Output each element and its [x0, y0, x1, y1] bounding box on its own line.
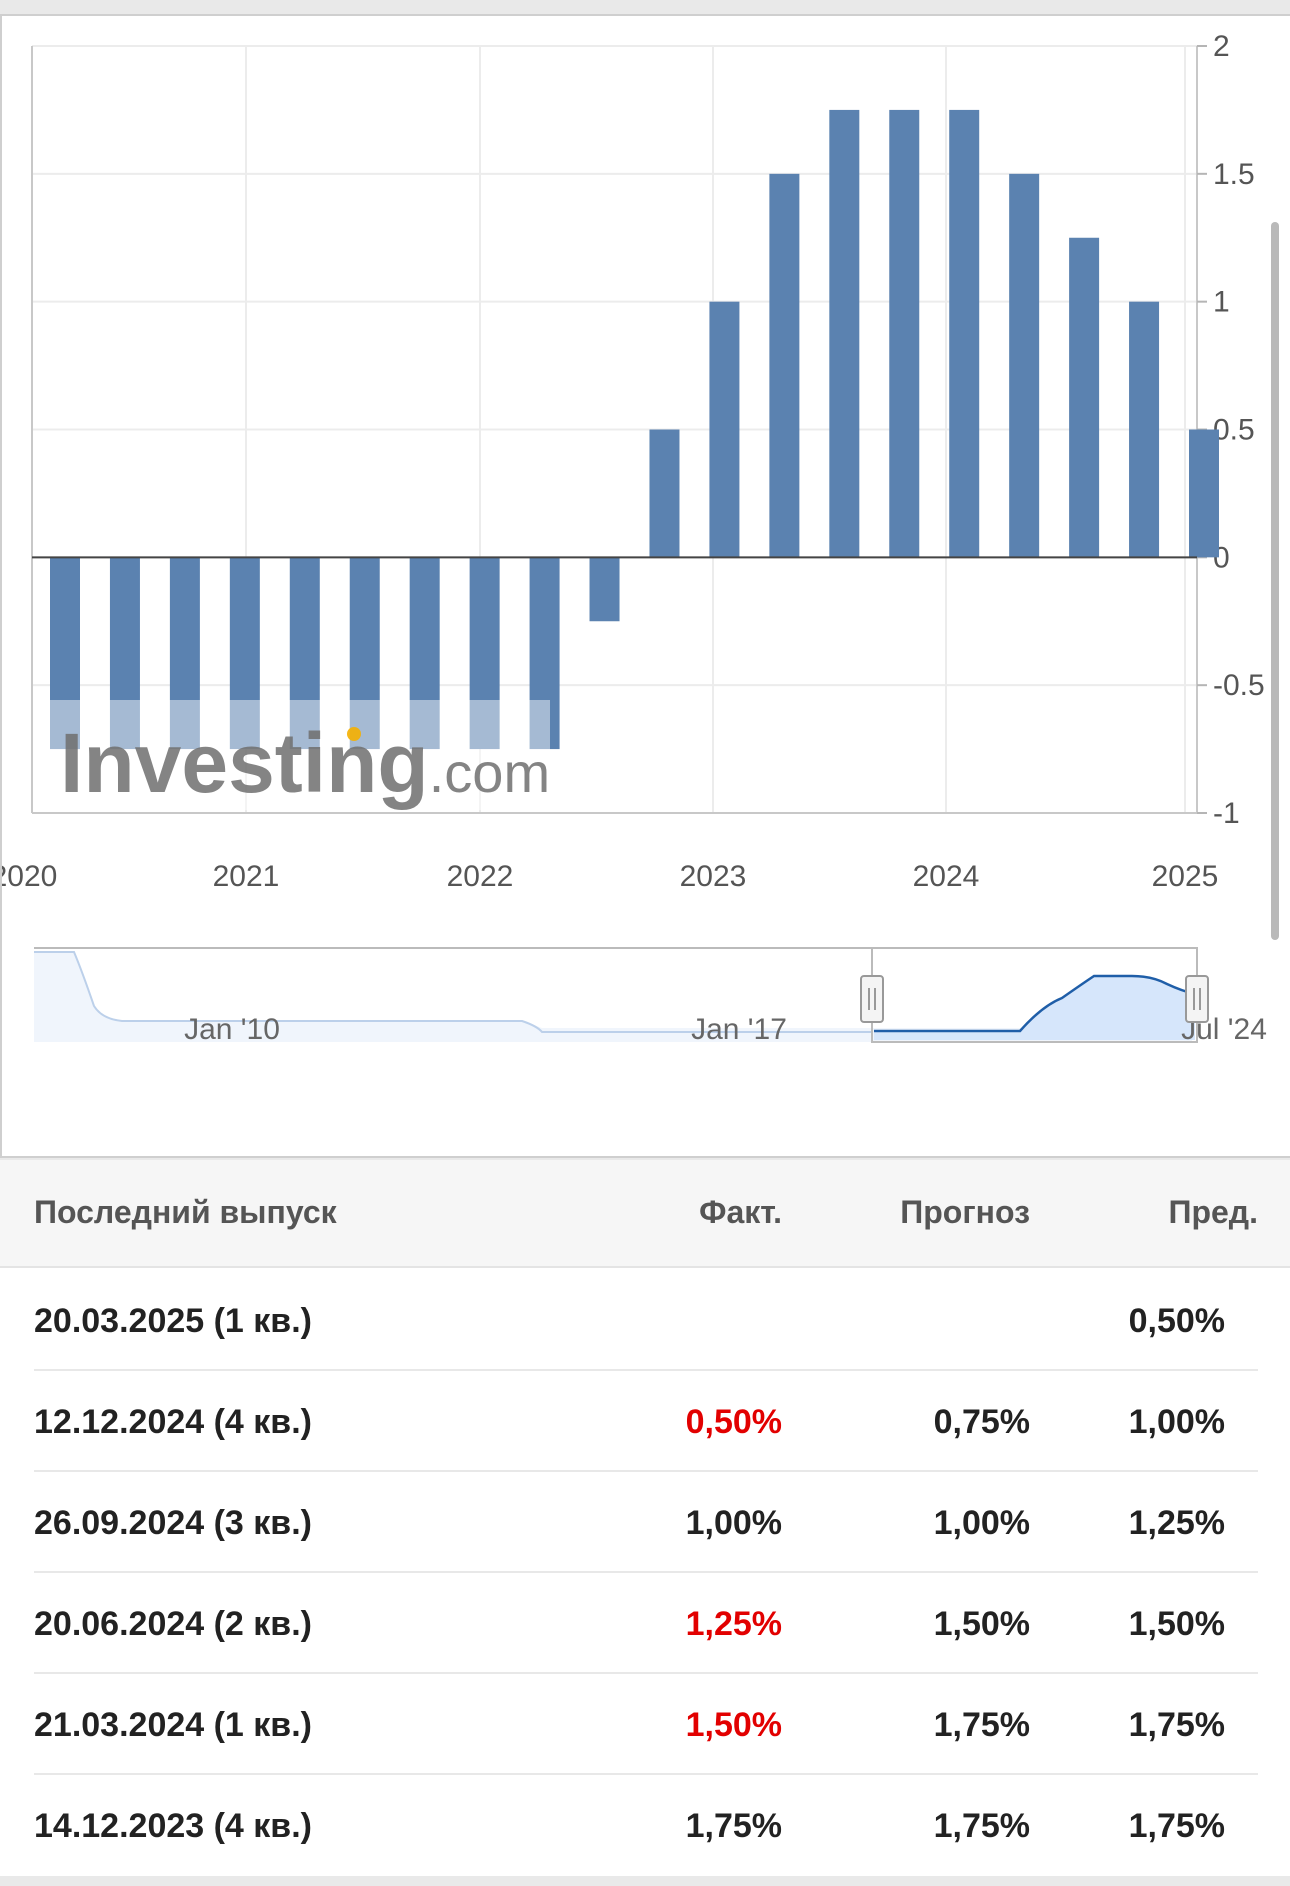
bar [1009, 173, 1040, 558]
table-row: 26.09.2024 (3 кв.) 1,00% 1,00% 1,25% [0, 1472, 1290, 1573]
navigator-handle[interactable] [860, 975, 884, 1023]
release-date: 12.12.2024 (4 кв.) [34, 1403, 312, 1441]
table-row: 20.03.2025 (1 кв.) 0,50% [0, 1270, 1290, 1371]
header-forecast: Прогноз [900, 1194, 1030, 1230]
chart-card: 21.510.50-0.5-1Investing.com202020212022… [0, 14, 1290, 1158]
bar [1189, 429, 1219, 558]
bar [889, 109, 920, 558]
actual-value: 1,25% [685, 1605, 782, 1643]
bar [169, 557, 200, 750]
x-tick-label: 2024 [913, 860, 980, 893]
release-date: 14.12.2023 (4 кв.) [34, 1807, 312, 1845]
bar [529, 557, 560, 750]
actual-value: 1,00% [685, 1504, 782, 1542]
main-chart: 21.510.50-0.5-1Investing.com202020212022… [2, 30, 1265, 893]
previous-value: 1,75% [1128, 1807, 1225, 1845]
previous-value: 1,00% [1128, 1403, 1225, 1441]
y-tick-label: 1 [1213, 286, 1230, 319]
forecast-value: 1,75% [933, 1706, 1030, 1744]
table-row: 12.12.2024 (4 кв.) 0,50% 0,75% 1,00% [0, 1371, 1290, 1472]
y-tick-label: 2 [1213, 30, 1230, 63]
bar [589, 557, 620, 622]
x-tick-label: 2025 [1152, 860, 1219, 893]
actual-value: 1,75% [685, 1807, 782, 1845]
row-divider [34, 1571, 1258, 1573]
previous-value: 1,50% [1128, 1605, 1225, 1643]
actual-value: 0,50% [685, 1403, 782, 1441]
forecast-value: 1,50% [933, 1605, 1030, 1643]
forecast-value: 1,00% [933, 1504, 1030, 1542]
y-tick-label: -1 [1213, 797, 1240, 830]
row-divider [34, 1369, 1258, 1371]
bar [829, 109, 860, 558]
bar [349, 557, 380, 750]
release-date: 20.03.2025 (1 кв.) [34, 1302, 312, 1340]
bar [949, 109, 980, 558]
header-previous: Пред. [1168, 1194, 1258, 1230]
forecast-value: 0,75% [933, 1403, 1030, 1441]
bar [1069, 237, 1100, 558]
navigator-label: Jan '17 [691, 1013, 787, 1046]
bar [50, 557, 80, 750]
release-date: 20.06.2024 (2 кв.) [34, 1605, 312, 1643]
row-divider [34, 1773, 1258, 1775]
navigator-label: Jan '10 [184, 1013, 280, 1046]
row-divider [34, 1470, 1258, 1472]
previous-value: 1,75% [1128, 1706, 1225, 1744]
navigator-area-selected [874, 976, 1195, 1040]
bar [769, 173, 800, 558]
bar [229, 557, 260, 750]
row-divider [34, 1672, 1258, 1674]
header-release: Последний выпуск [34, 1194, 337, 1230]
table-row: 14.12.2023 (4 кв.) 1,75% 1,75% 1,75% [0, 1775, 1290, 1876]
bar [469, 557, 500, 750]
bar [649, 429, 680, 558]
previous-value: 0,50% [1128, 1302, 1225, 1340]
page-scrollbar[interactable] [1271, 222, 1279, 940]
bar [109, 557, 140, 750]
x-tick-label: 2021 [213, 860, 280, 893]
x-tick-label: 2022 [447, 860, 514, 893]
watermark-veil [50, 700, 550, 810]
bar [709, 301, 740, 558]
table-header: Последний выпуск Факт. Прогноз Пред. [0, 1160, 1290, 1268]
y-tick-label: 1.5 [1213, 158, 1255, 191]
header-actual: Факт. [699, 1194, 782, 1230]
y-tick-label: 0.5 [1213, 414, 1255, 447]
bar [289, 557, 320, 750]
navigator-line-selected [874, 974, 1196, 1033]
watermark-dot [347, 727, 361, 741]
x-tick-label: 2023 [680, 860, 747, 893]
table-row: 21.03.2024 (1 кв.) 1,50% 1,75% 1,75% [0, 1674, 1290, 1775]
navigator-line-full [34, 951, 872, 1033]
release-table: Последний выпуск Факт. Прогноз Пред. 20.… [0, 1160, 1290, 1876]
actual-value: 1,50% [685, 1706, 782, 1744]
table-row: 20.06.2024 (2 кв.) 1,25% 1,50% 1,50% [0, 1573, 1290, 1674]
release-date: 26.09.2024 (3 кв.) [34, 1504, 312, 1542]
navigator-chart[interactable]: Jan '10 Jan '17 Jul '24 [2, 16, 1290, 1160]
navigator-handle[interactable] [1185, 975, 1209, 1023]
bar [1129, 301, 1160, 558]
forecast-value: 1,75% [933, 1807, 1030, 1845]
y-tick-label: -0.5 [1213, 669, 1265, 702]
bar [409, 557, 440, 750]
watermark-logo: Investing.com [60, 716, 550, 810]
previous-value: 1,25% [1128, 1504, 1225, 1542]
release-date: 21.03.2024 (1 кв.) [34, 1706, 312, 1744]
